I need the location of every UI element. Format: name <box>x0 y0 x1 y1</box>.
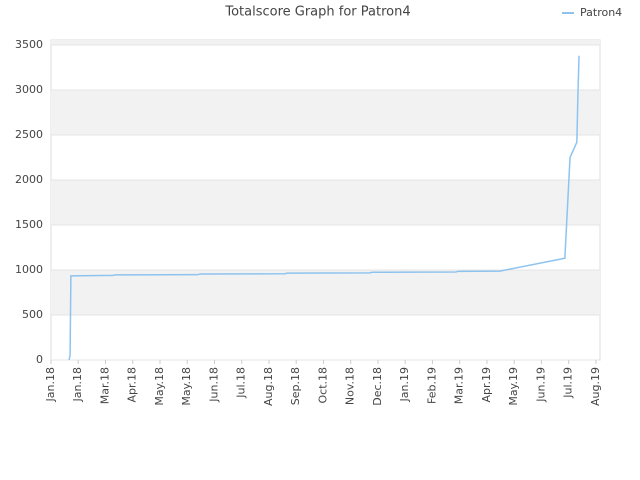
x-tick-label: May.18 <box>180 367 193 406</box>
x-tick-label: Jun.19 <box>534 367 547 403</box>
chart-title: Totalscore Graph for Patron4 <box>224 5 410 20</box>
x-tick-label: Jan.19 <box>398 367 411 402</box>
x-tick-label: Apr.18 <box>126 367 139 403</box>
x-tick-label: Jul.19 <box>562 367 575 399</box>
y-tick-label: 3500 <box>15 38 43 51</box>
x-tick-label: Mar.19 <box>453 367 466 404</box>
y-tick-label: 3000 <box>15 83 43 96</box>
x-tick-label: Feb.19 <box>425 367 438 404</box>
grid-band <box>51 179 600 225</box>
y-tick-label: 500 <box>22 308 43 321</box>
line <box>68 55 580 361</box>
y-tick-label: 2500 <box>15 128 43 141</box>
x-tick-label: Apr.19 <box>480 367 493 403</box>
x-tick-label: Mar.18 <box>98 367 111 404</box>
grid-band <box>51 269 600 315</box>
x-tick-label: May.19 <box>507 367 520 406</box>
grid-band <box>51 89 600 135</box>
y-tick-label: 0 <box>36 353 43 366</box>
y-tick-label: 1000 <box>15 263 43 276</box>
x-tick-label: Jul.18 <box>235 367 248 399</box>
x-tick-label: Nov.18 <box>344 367 357 405</box>
x-tick-label: Jan.18 <box>44 367 57 402</box>
x-tick-label: Oct.18 <box>316 367 329 404</box>
x-tick-label: Jun.18 <box>207 367 220 403</box>
x-tick-label: Dec.18 <box>371 367 384 406</box>
grid-band <box>51 40 600 45</box>
legend-label: Patron4 <box>580 6 622 19</box>
x-tick-label: Sep.18 <box>289 367 302 405</box>
x-tick-label: Aug.18 <box>262 367 275 406</box>
x-tick-label: May.18 <box>153 367 166 406</box>
x-tick-label: Jan.18 <box>71 367 84 402</box>
x-tick-label: Aug.19 <box>589 367 602 406</box>
y-tick-label: 2000 <box>15 173 43 186</box>
y-tick-label: 1500 <box>15 218 43 231</box>
